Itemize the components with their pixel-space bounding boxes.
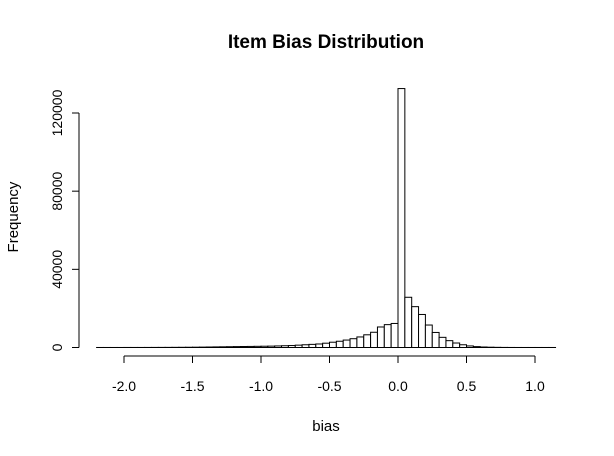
histogram-bar [376, 326, 385, 349]
histogram-bar [281, 345, 289, 348]
histogram-bar [424, 324, 433, 348]
histogram-bar [342, 339, 351, 349]
histogram-bar [226, 346, 235, 349]
chart-title: Item Bias Distribution [228, 32, 424, 53]
y-tick-label: 80000 [49, 171, 65, 210]
histogram-bar [370, 331, 378, 349]
histogram-bar [383, 324, 392, 349]
histogram-bar [363, 334, 372, 348]
histogram-bar [253, 345, 262, 348]
histogram-bar [287, 345, 296, 348]
histogram-bar [466, 345, 474, 349]
histogram-bars [96, 88, 557, 349]
histogram-bar [411, 306, 420, 349]
histogram-bar [219, 346, 228, 349]
y-tick-label: 120000 [49, 89, 65, 136]
histogram-bar [267, 345, 276, 349]
histogram-bar [404, 296, 413, 348]
y-axis: 0 40000 80000 120000 [49, 89, 80, 351]
histogram-bar [356, 336, 365, 349]
y-tick-label: 40000 [49, 250, 65, 289]
histogram-bar [335, 340, 344, 348]
y-axis-label: Frequency [5, 181, 22, 252]
histogram-bar [445, 340, 454, 349]
histogram-bar [438, 336, 447, 348]
histogram-bar [431, 331, 440, 349]
histogram-bar [260, 345, 269, 349]
histogram-bar [452, 342, 461, 349]
x-axis-label: bias [312, 418, 340, 435]
histogram-bar [397, 88, 406, 348]
x-tick-label: -2.0 [112, 378, 136, 394]
histogram-bar [322, 342, 330, 349]
histogram-bar [239, 346, 248, 348]
histogram-bar [301, 344, 310, 349]
histogram-bar [390, 322, 399, 348]
x-tick-label: -0.5 [317, 378, 341, 394]
histogram-bar [246, 345, 255, 348]
histogram-bar [212, 346, 221, 349]
x-tick-label: -1.5 [180, 378, 204, 394]
x-tick-label: 0.5 [457, 378, 477, 394]
histogram-bar [233, 346, 241, 348]
x-tick-label: 0.0 [388, 378, 408, 394]
histogram-bar [472, 346, 481, 348]
histogram-bar [349, 338, 358, 348]
histogram-bar [308, 343, 317, 348]
x-tick-label: -1.0 [249, 378, 273, 394]
histogram-bar [329, 341, 337, 349]
histogram-bar [315, 343, 324, 349]
x-tick-label: 1.0 [525, 378, 545, 394]
histogram-bar [418, 313, 426, 348]
histogram-bar [274, 345, 283, 349]
histogram-bar [459, 344, 467, 349]
histogram-bar [294, 344, 303, 348]
y-tick-label: 0 [49, 343, 65, 351]
x-axis: -2.0 -1.5 -1.0 -0.5 0.0 0.5 1.0 [112, 355, 545, 394]
